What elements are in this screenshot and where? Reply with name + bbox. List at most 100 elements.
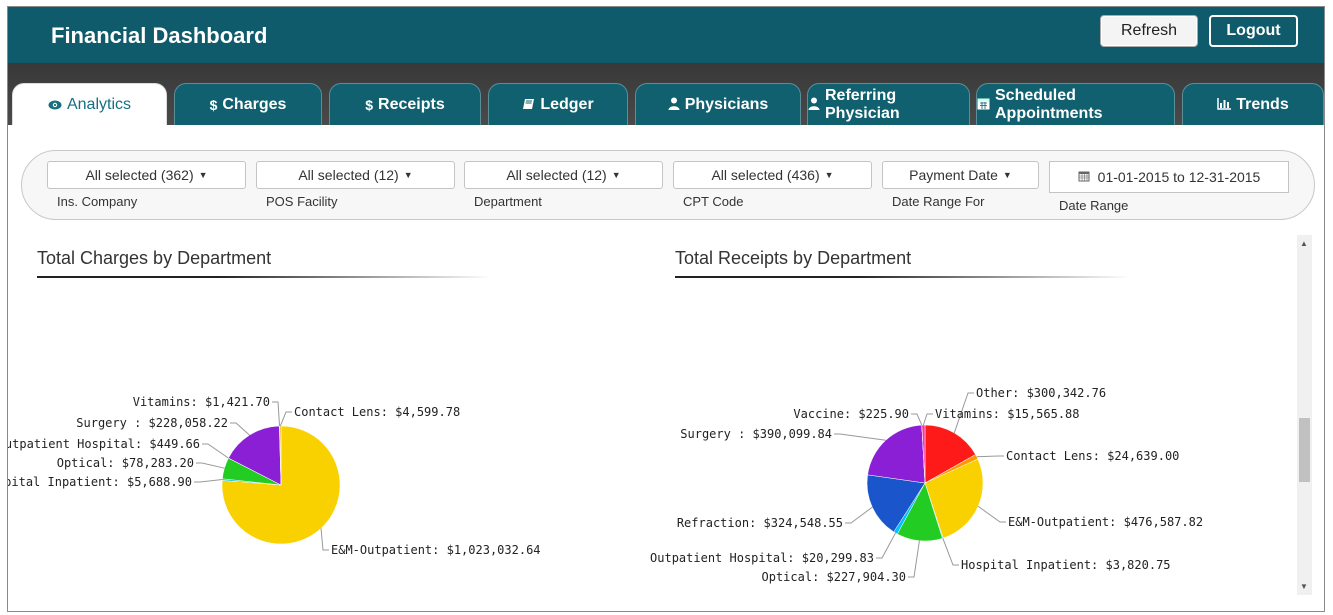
caret-down-icon: ▼ [198, 170, 208, 180]
slice-connector-line [876, 532, 896, 559]
caret-down-icon: ▼ [611, 170, 621, 180]
eye-icon [48, 97, 62, 113]
tab-referring-physician-label: Referring Physician [825, 86, 900, 122]
slice-connector-line [834, 433, 886, 441]
slice-label: Optical: $78,283.20 [57, 456, 194, 470]
user-md-icon [808, 97, 820, 113]
tab-scheduled-appointments-label: Scheduled Appointments [995, 86, 1103, 122]
ins-company-select[interactable]: All selected (362) ▼ [47, 161, 246, 189]
pos-facility-label: POS Facility [266, 194, 338, 209]
slice-connector-line [908, 540, 920, 578]
slice-label: Other: $300,342.76 [976, 386, 1106, 400]
pie-slice[interactable] [924, 424, 976, 484]
slice-connector-line [272, 401, 281, 427]
tab-analytics[interactable]: Analytics [12, 83, 167, 125]
tab-ledger-label: Ledger [540, 95, 594, 113]
pie-slice[interactable] [867, 424, 926, 484]
scrollbar[interactable]: ▲ ▼ [1297, 235, 1312, 595]
slice-connector-line [230, 422, 250, 436]
dashboard-window: Financial Dashboard Refresh Logout Analy… [7, 6, 1325, 612]
department-label: Department [474, 194, 542, 209]
caret-down-icon: ▼ [403, 170, 413, 180]
filter-date-range-for: Payment Date ▼ Date Range For [882, 161, 1039, 209]
slice-label: Outpatient Hospital: $20,299.83 [650, 551, 874, 565]
slice-label: E&M-Outpatient: $1,023,032.64 [331, 543, 541, 557]
slice-connector-line [922, 413, 933, 426]
department-select[interactable]: All selected (12) ▼ [464, 161, 663, 189]
logout-button[interactable]: Logout [1209, 15, 1298, 47]
slice-label: Hospital Inpatient: $5,688.90 [8, 475, 192, 489]
ins-company-label: Ins. Company [57, 194, 138, 209]
tab-receipts-label: Receipts [378, 95, 445, 113]
slice-label: Refraction: $324,548.55 [677, 516, 843, 530]
scroll-down-icon[interactable]: ▼ [1300, 582, 1308, 591]
slice-connector-line [942, 538, 959, 566]
charges-pie-chart: E&M-Outpatient: $1,023,032.64 Hospital In… [8, 395, 541, 557]
slice-connector-line [194, 479, 223, 483]
filter-cpt-code: All selected (436) ▼ CPT Code [673, 161, 872, 209]
slice-label: Vitamins: $15,565.88 [935, 407, 1080, 421]
dollar-icon: $ [209, 96, 218, 113]
filter-pos-facility: All selected (12) ▼ POS Facility [256, 161, 455, 209]
pie-slice[interactable] [924, 458, 984, 539]
slice-label: Contact Lens: $4,599.78 [294, 405, 460, 419]
tab-ledger[interactable]: Ledger [488, 83, 628, 125]
receipts-chart-title: Total Receipts by Department [675, 248, 912, 268]
book-icon [522, 97, 535, 113]
tab-trends-label: Trends [1236, 95, 1289, 113]
tab-bar: Analytics $ Charges $ Receipts Ledger Ph… [8, 63, 1324, 125]
tab-charges[interactable]: $ Charges [174, 83, 322, 125]
receipts-pie-chart: Other: $300,342.76 Contact Lens: $24,639.… [650, 386, 1203, 584]
date-range-for-select[interactable]: Payment Date ▼ [882, 161, 1039, 189]
refresh-button[interactable]: Refresh [1100, 15, 1198, 47]
date-range-input[interactable]: 01-01-2015 to 12-31-2015 [1049, 161, 1289, 193]
charges-chart-title: Total Charges by Department [37, 248, 272, 268]
cpt-code-select[interactable]: All selected (436) ▼ [673, 161, 872, 189]
pie-slice[interactable] [279, 425, 282, 486]
dollar-icon: $ [365, 96, 374, 113]
tab-referring-physician[interactable]: Referring Physician [807, 83, 970, 125]
date-range-label: Date Range [1059, 198, 1129, 213]
app-title: Financial Dashboard [51, 23, 268, 48]
date-range-for-label: Date Range For [892, 194, 985, 209]
slice-connector-line [977, 505, 1006, 523]
slice-connector-line [845, 506, 873, 524]
tab-trends[interactable]: Trends [1182, 83, 1324, 125]
tab-analytics-label: Analytics [66, 95, 132, 113]
scrollbar-thumb[interactable] [1299, 418, 1310, 482]
filter-department: All selected (12) ▼ Department [464, 161, 663, 209]
slice-connector-line [953, 392, 974, 434]
tab-receipts[interactable]: $ Receipts [329, 83, 481, 125]
slice-connector-line [202, 443, 229, 459]
filter-ins-company: All selected (362) ▼ Ins. Company [47, 161, 246, 209]
slice-label: E&M-Outpatient: $476,587.82 [1008, 515, 1203, 529]
slice-connector-line [196, 462, 225, 469]
receipts-title-underline [675, 276, 1130, 278]
charges-title-underline [37, 276, 492, 278]
slice-connector-line [976, 455, 1004, 458]
tab-charges-label: Charges [222, 95, 287, 113]
tab-physicians[interactable]: Physicians [635, 83, 801, 125]
scroll-up-icon[interactable]: ▲ [1300, 239, 1308, 248]
pie-slice[interactable] [866, 474, 926, 533]
user-md-icon [668, 97, 680, 113]
slice-label: Outpatient Hospital: $449.66 [8, 437, 200, 451]
calendar-icon [1078, 170, 1090, 185]
slice-label: Hospital Inpatient: $3,820.75 [961, 558, 1171, 572]
calendar-icon [977, 97, 990, 113]
tab-scheduled-appointments[interactable]: Scheduled Appointments [976, 83, 1175, 125]
slice-label: Surgery : $390,099.84 [680, 427, 832, 441]
slice-connector-line [320, 528, 329, 551]
slice-label: Vaccine: $225.90 [793, 407, 909, 421]
slice-label: Vitamins: $1,421.70 [133, 395, 270, 409]
slice-label: Surgery : $228,058.22 [76, 416, 228, 430]
pos-facility-select[interactable]: All selected (12) ▼ [256, 161, 455, 189]
header-bar: Financial Dashboard Refresh Logout [8, 7, 1324, 63]
slice-connector-line [279, 411, 292, 427]
tab-physicians-label: Physicians [684, 95, 769, 113]
filter-bar: All selected (362) ▼ Ins. Company All sel… [21, 150, 1315, 220]
caret-down-icon: ▼ [824, 170, 834, 180]
caret-down-icon: ▼ [1002, 170, 1012, 180]
slice-label: Contact Lens: $24,639.00 [1006, 449, 1179, 463]
cpt-code-label: CPT Code [683, 194, 744, 209]
